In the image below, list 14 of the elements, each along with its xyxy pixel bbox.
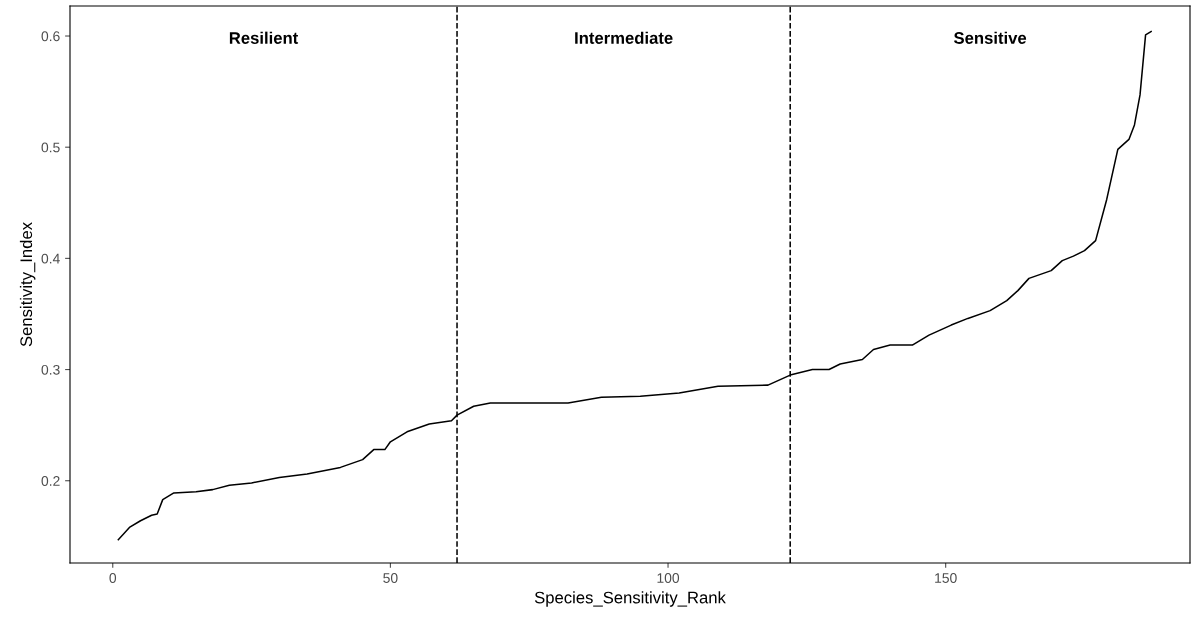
x-tick-label: 0 <box>109 573 117 583</box>
annotation: Sensitive <box>953 31 1027 44</box>
y-tick-label: 0.6 <box>41 31 60 42</box>
x-tick-label: 150 <box>935 573 957 583</box>
x-tick-label: 100 <box>657 573 680 583</box>
x-axis-title: Species_Sensitivity_Rank <box>534 591 726 607</box>
annotation: Intermediate <box>575 31 673 44</box>
y-tick-label: 0.5 <box>41 142 60 153</box>
y-tick-label: 0.3 <box>41 364 60 375</box>
x-tick-label: 50 <box>383 573 398 583</box>
annotation: Resilient <box>229 31 299 44</box>
y-tick-label: 0.2 <box>41 476 60 486</box>
y-tick-label: 0.4 <box>41 253 60 264</box>
y-axis-title: Sensitivity_Index <box>19 222 36 347</box>
